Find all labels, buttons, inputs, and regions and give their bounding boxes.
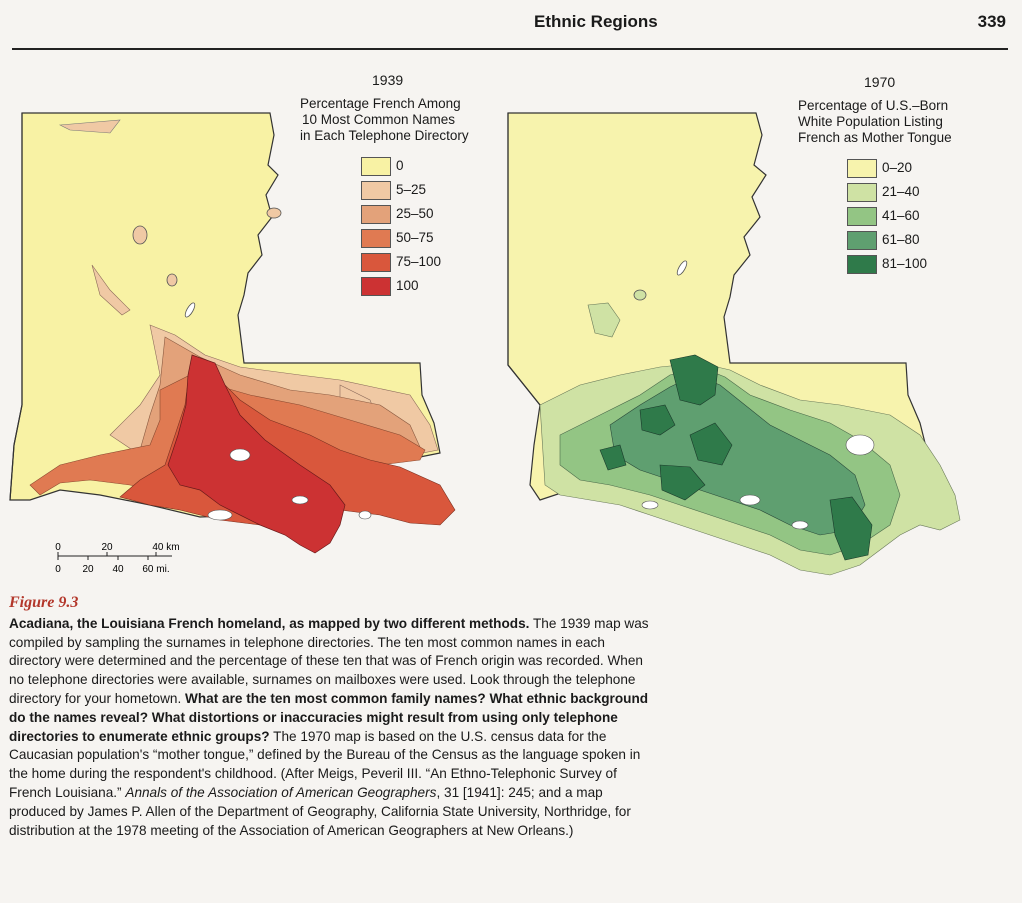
legend-label: 25–50 [396,206,434,221]
map-1970-legend-title: Percentage of U.S.–Born White Population… [798,98,1008,146]
scale-bar-graphic: 0 20 40 km 0 20 40 60 mi. [55,542,179,575]
legend-swatch [361,252,391,272]
legend-label: 75–100 [396,254,442,269]
legend-swatch [361,204,391,224]
map-1939-legend: Percentage French Among 10 Most Common N… [300,96,500,298]
scale-bar: 0 20 40 km 0 20 40 60 mi. [50,540,200,580]
legend-item: 0 [361,154,500,178]
scale-km-label: 20 [101,542,113,553]
legend-item: 81–100 [847,252,1008,276]
legend-item: 61–80 [847,228,1008,252]
figure-caption: Figure 9.3 Acadiana, the Louisiana Frenc… [9,594,659,840]
legend-swatch [361,156,391,176]
caption-citation: Annals of the Association of American Ge… [125,784,437,800]
map-1939-legend-title: Percentage French Among 10 Most Common N… [300,96,500,144]
legend-title-line: Percentage French Among [300,96,461,111]
legend-label: 0–20 [882,160,913,175]
caption-question: What are the ten most common family name… [9,690,649,744]
running-title: Ethnic Regions [534,12,658,31]
legend-label: 0 [396,158,404,173]
map-1970-legend: Percentage of U.S.–Born White Population… [798,98,1008,276]
scale-mi-label: 20 [82,564,94,575]
map-1970 [507,112,961,576]
map-1939-year: 1939 [372,72,404,88]
legend-item: 25–50 [361,202,500,226]
legend-swatch [361,228,391,248]
page-number: 339 [977,12,1006,31]
legend-swatch [361,180,391,200]
legend-swatch [847,254,877,274]
map-1970-year: 1970 [864,74,896,90]
scale-km-label: 40 km [152,542,179,553]
header-rule [12,48,1008,50]
legend-title-line: French as Mother Tongue [798,130,952,145]
zone-81-100 [669,354,719,406]
legend-swatch [847,206,877,226]
legend-label: 81–100 [882,256,928,271]
legend-item: 0–20 [847,156,1008,180]
legend-label: 5–25 [396,182,427,197]
legend-label: 41–60 [882,208,920,223]
legend-swatch [361,276,391,296]
legend-label: 50–75 [396,230,434,245]
page-header: Ethnic Regions 339 [0,0,1022,50]
scale-mi-label: 60 mi. [142,564,169,575]
caption-text: Acadiana, the Louisiana French homeland,… [9,615,659,841]
scale-mi-label: 0 [55,564,61,575]
legend-label: 100 [396,278,419,293]
legend-title-line: Percentage of U.S.–Born [798,98,949,113]
legend-label: 21–40 [882,184,920,199]
figure-label: Figure 9.3 [9,594,79,611]
map-figure: 1939 Percentage French Among 10 Most Com… [0,60,1022,600]
map-1939 [9,112,456,554]
legend-item: 5–25 [361,178,500,202]
legend-item: 21–40 [847,180,1008,204]
legend-item: 75–100 [361,250,500,274]
scale-km-label: 0 [55,542,61,553]
legend-swatch [847,158,877,178]
legend-swatch [847,182,877,202]
legend-title-line: 10 Most Common Names [302,112,456,127]
legend-item: 100 [361,274,500,298]
scale-mi-label: 40 [112,564,124,575]
caption-lead: Acadiana, the Louisiana French homeland,… [9,615,530,631]
legend-title-line: in Each Telephone Directory [300,128,469,143]
legend-label: 61–80 [882,232,920,247]
caption-body: The 1939 map was compiled by sampling th… [9,615,649,706]
legend-item: 41–60 [847,204,1008,228]
legend-item: 50–75 [361,226,500,250]
caption-body: The 1970 map is based on the U.S. census… [9,728,641,800]
legend-title-line: White Population Listing [798,114,943,129]
legend-swatch [847,230,877,250]
caption-body: , 31 [1941]: 245; and a map produced by … [9,784,631,838]
